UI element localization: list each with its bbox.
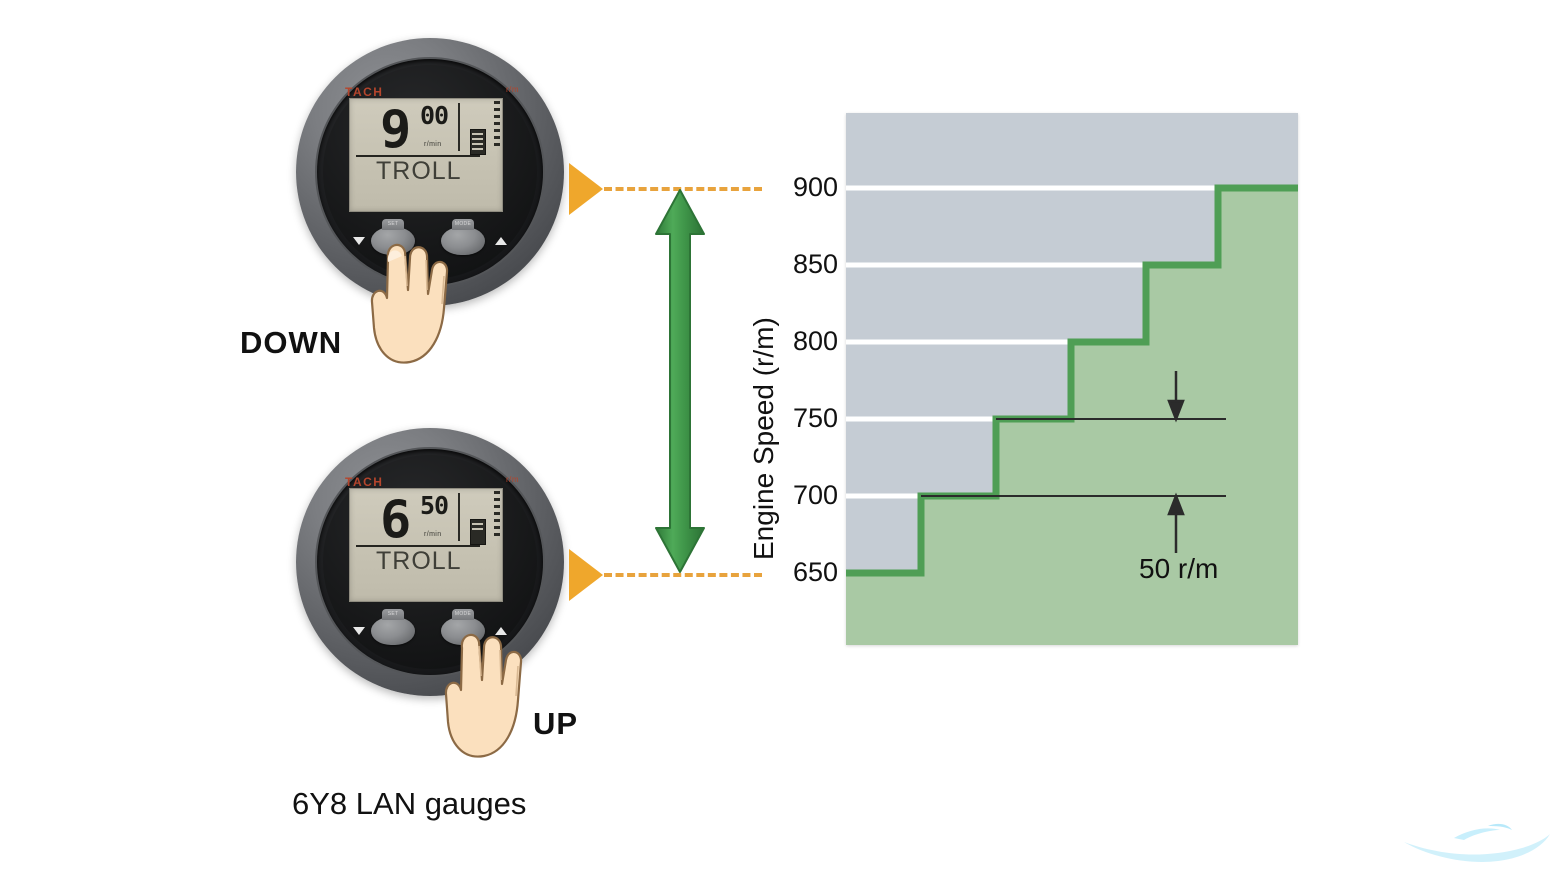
dashed-line-top bbox=[604, 187, 762, 191]
set-button-cap-label: SET bbox=[387, 611, 399, 617]
hand-pointer-down bbox=[358, 232, 468, 372]
chart-step-line bbox=[846, 184, 1298, 577]
lcd-unit-text: r/min bbox=[424, 531, 442, 538]
lcd-small-digits: 50 bbox=[420, 491, 449, 520]
watermark-logo bbox=[1402, 808, 1552, 873]
marker-triangle-bottom bbox=[569, 549, 603, 601]
caption-label: 6Y8 LAN gauges bbox=[292, 786, 527, 821]
up-action-label: UP bbox=[533, 706, 579, 741]
lcd-bargraph bbox=[470, 519, 486, 545]
mode-button-cap-label: MODE bbox=[454, 221, 472, 227]
dashed-line-bottom bbox=[604, 573, 762, 577]
lcd-small-digits: 00 bbox=[420, 101, 449, 130]
down-arrow-icon bbox=[353, 237, 365, 245]
tach-brand-label: TACH bbox=[345, 475, 384, 489]
lcd-divider bbox=[356, 155, 480, 157]
step-chart: 50 r/m bbox=[846, 113, 1298, 645]
marker-triangle-top bbox=[569, 163, 603, 215]
lcd-separator bbox=[458, 493, 460, 541]
y-tick-750: 750 bbox=[792, 403, 838, 433]
set-button-cap: SET bbox=[382, 609, 404, 620]
lcd-separator bbox=[458, 103, 460, 151]
lcd-unit-text: r/min bbox=[424, 141, 442, 148]
down-arrow-icon bbox=[353, 627, 365, 635]
gauge-up[interactable]: TACH r/m 6 50 r/min TROLL SET bbox=[296, 428, 564, 696]
gauge-face: TACH r/m 6 50 r/min TROLL SET bbox=[323, 455, 537, 669]
mode-button-cap: MODE bbox=[452, 609, 474, 620]
lcd-display: 6 50 r/min TROLL bbox=[349, 488, 503, 602]
set-button-cap-label: SET bbox=[387, 221, 399, 227]
dimension-arrow-pair bbox=[1167, 371, 1185, 553]
up-arrow-icon bbox=[495, 237, 507, 245]
y-tick-900: 900 bbox=[792, 172, 838, 202]
tach-brand-label: TACH bbox=[345, 85, 384, 99]
gauge-face: TACH r/m 9 00 r/min TROLL SET bbox=[323, 65, 537, 279]
lcd-tick-marks bbox=[494, 491, 500, 543]
down-action-label: DOWN bbox=[240, 325, 343, 360]
lcd-mode-text: TROLL bbox=[376, 547, 462, 575]
gauge-down[interactable]: TACH r/m 9 00 r/min TROLL SET bbox=[296, 38, 564, 306]
mode-button[interactable]: MODE bbox=[441, 219, 485, 255]
mode-button-cap-label: MODE bbox=[454, 611, 472, 617]
lcd-tick-marks bbox=[494, 101, 500, 153]
lcd-big-digit: 9 bbox=[380, 100, 411, 160]
set-button-cap: SET bbox=[382, 219, 404, 230]
hand-pointer-up bbox=[432, 622, 542, 767]
up-arrow-icon bbox=[495, 627, 507, 635]
dimension-label-50rpm: 50 r/m bbox=[1139, 553, 1219, 584]
y-tick-800: 800 bbox=[792, 326, 838, 356]
gauge-unit-label: r/m bbox=[505, 85, 519, 94]
chart-gridlines bbox=[846, 185, 1218, 499]
range-double-arrow bbox=[648, 186, 712, 581]
mode-button-cap: MODE bbox=[452, 219, 474, 230]
lcd-big-digit: 6 bbox=[380, 490, 411, 550]
y-tick-850: 850 bbox=[792, 249, 838, 279]
lcd-display: 9 00 r/min TROLL bbox=[349, 98, 503, 212]
y-tick-700: 700 bbox=[792, 480, 838, 510]
lcd-bargraph bbox=[470, 129, 486, 155]
set-button[interactable]: SET bbox=[371, 609, 415, 645]
gauge-unit-label: r/m bbox=[505, 475, 519, 484]
lcd-divider bbox=[356, 545, 480, 547]
chart-svg bbox=[846, 184, 1298, 645]
lcd-mode-text: TROLL bbox=[376, 157, 462, 185]
y-tick-650: 650 bbox=[792, 557, 838, 587]
